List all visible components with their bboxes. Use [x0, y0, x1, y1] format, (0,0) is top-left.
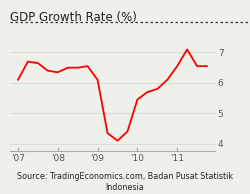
Text: Source: TradingEconomics.com, Badan Pusat Statistik: Source: TradingEconomics.com, Badan Pusa…: [17, 172, 233, 181]
Text: GDP Growth Rate (%): GDP Growth Rate (%): [10, 11, 137, 24]
Text: Indonesia: Indonesia: [106, 183, 144, 192]
